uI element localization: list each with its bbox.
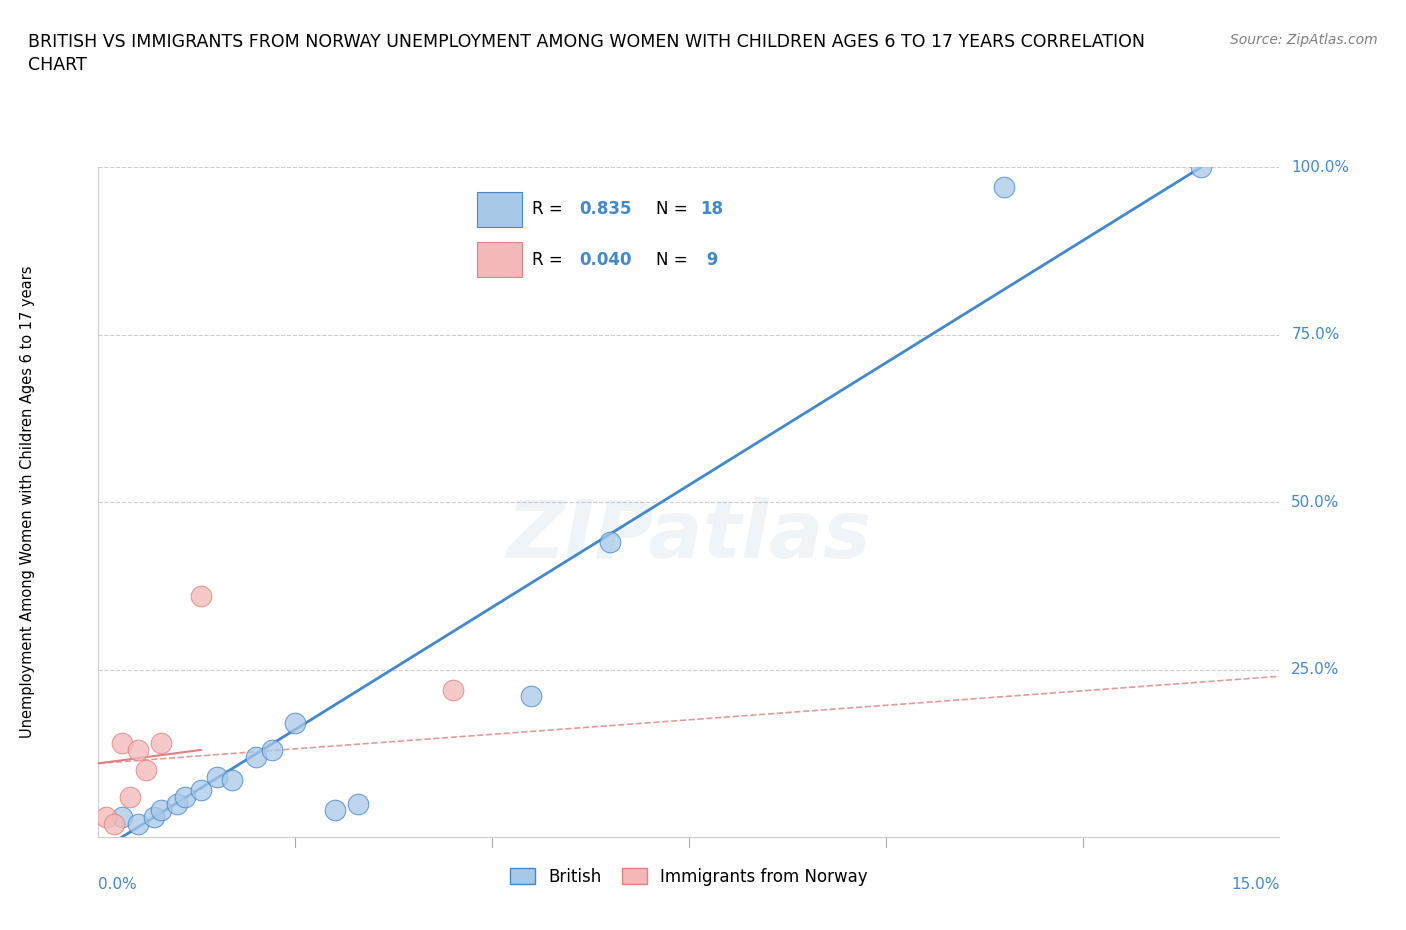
Point: [150, 736, 173, 751]
Text: BRITISH VS IMMIGRANTS FROM NORWAY UNEMPLOYMENT AMONG WOMEN WITH CHILDREN AGES 6 : BRITISH VS IMMIGRANTS FROM NORWAY UNEMPL…: [28, 33, 1144, 50]
Point: [260, 742, 283, 757]
Text: Source: ZipAtlas.com: Source: ZipAtlas.com: [1230, 33, 1378, 46]
Point: [993, 180, 1015, 195]
Point: [599, 535, 621, 550]
Point: [111, 736, 134, 751]
Point: [323, 803, 346, 817]
Point: [135, 763, 157, 777]
Text: 18: 18: [700, 200, 724, 219]
Point: [166, 796, 188, 811]
Text: 0.835: 0.835: [579, 200, 631, 219]
Text: R =: R =: [531, 250, 568, 269]
Text: 50.0%: 50.0%: [1291, 495, 1340, 510]
Text: N =: N =: [655, 200, 693, 219]
Point: [221, 773, 243, 788]
Text: 25.0%: 25.0%: [1291, 662, 1340, 677]
Point: [1189, 160, 1212, 175]
Point: [127, 742, 149, 757]
Point: [150, 803, 173, 817]
Text: CHART: CHART: [28, 56, 87, 73]
Point: [118, 790, 141, 804]
Text: 0.040: 0.040: [579, 250, 631, 269]
Point: [245, 750, 267, 764]
Point: [190, 589, 212, 604]
Point: [174, 790, 197, 804]
Text: 100.0%: 100.0%: [1291, 160, 1350, 175]
Point: [205, 769, 228, 784]
Point: [96, 809, 118, 824]
Text: 15.0%: 15.0%: [1232, 877, 1279, 892]
Text: 75.0%: 75.0%: [1291, 327, 1340, 342]
Text: R =: R =: [531, 200, 568, 219]
FancyBboxPatch shape: [477, 242, 522, 277]
Point: [441, 683, 464, 698]
Point: [127, 817, 149, 831]
Legend: British, Immigrants from Norway: British, Immigrants from Norway: [510, 868, 868, 885]
Point: [284, 716, 307, 731]
Point: [142, 809, 165, 824]
Point: [111, 809, 134, 824]
Text: 9: 9: [700, 250, 718, 269]
Text: ZIPatlas: ZIPatlas: [506, 497, 872, 575]
Point: [190, 783, 212, 798]
Point: [103, 817, 125, 831]
Point: [520, 689, 543, 704]
FancyBboxPatch shape: [477, 192, 522, 227]
Text: N =: N =: [655, 250, 693, 269]
Text: Unemployment Among Women with Children Ages 6 to 17 years: Unemployment Among Women with Children A…: [20, 266, 35, 738]
Text: 0.0%: 0.0%: [98, 877, 138, 892]
Point: [347, 796, 370, 811]
